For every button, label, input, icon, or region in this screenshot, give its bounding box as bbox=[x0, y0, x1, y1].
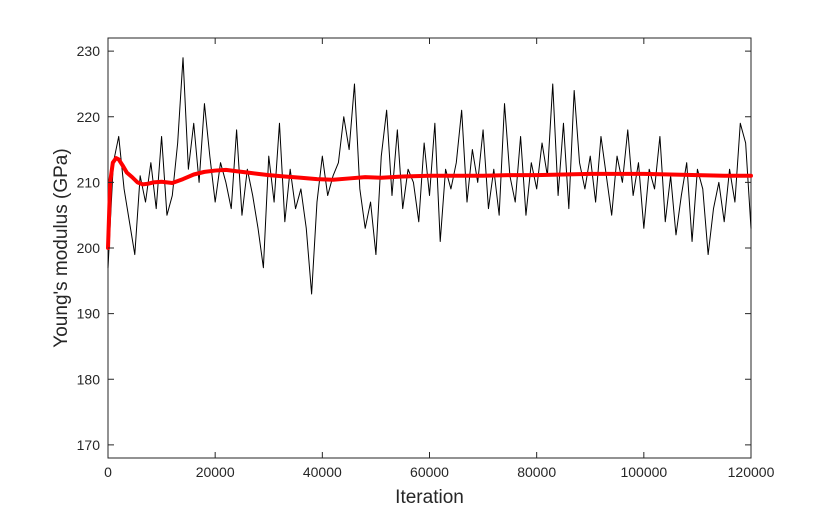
y-tick-label: 200 bbox=[77, 240, 101, 256]
x-tick-label: 40000 bbox=[303, 464, 342, 480]
y-axis-label: Young's modulus (GPa) bbox=[51, 148, 72, 347]
trace-line bbox=[107, 57, 752, 295]
y-tick-label: 210 bbox=[77, 174, 101, 190]
x-tick-label: 0 bbox=[104, 464, 112, 480]
y-tick-label: 230 bbox=[77, 43, 101, 59]
trace-layer bbox=[107, 57, 752, 295]
y-tick-label: 220 bbox=[77, 109, 101, 125]
x-tick-label: 20000 bbox=[196, 464, 235, 480]
running-mean-line bbox=[106, 156, 753, 250]
x-tick-label: 80000 bbox=[517, 464, 556, 480]
x-axis-label: Iteration bbox=[395, 487, 464, 508]
plot-area bbox=[107, 37, 752, 459]
x-tick-label: 60000 bbox=[410, 464, 449, 480]
y-tick-label: 170 bbox=[77, 437, 101, 453]
mean-layer bbox=[106, 156, 753, 250]
y-tick-label: 180 bbox=[77, 371, 101, 387]
x-tick-label: 100000 bbox=[620, 464, 667, 480]
axis-layer: 0 20000 40000 60000 80000 100000 120000 170 180 1… bbox=[77, 38, 775, 480]
y-tick-label: 190 bbox=[77, 306, 101, 322]
x-tick-label: 120000 bbox=[728, 464, 775, 480]
